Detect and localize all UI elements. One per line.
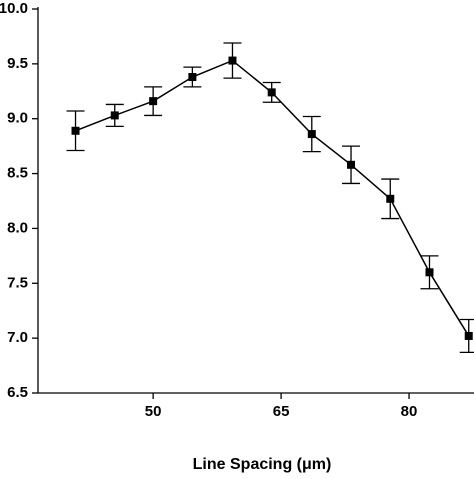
marker xyxy=(347,160,356,169)
x-tick-label: 65 xyxy=(273,403,290,420)
y-tick-label: 10.0 xyxy=(0,0,28,17)
marker xyxy=(464,331,473,340)
y-tick-label: 7.5 xyxy=(7,274,28,291)
y-tick-label: 9.5 xyxy=(7,55,28,72)
y-tick-label: 8.0 xyxy=(7,219,28,236)
marker xyxy=(149,97,158,106)
y-tick-label: 6.5 xyxy=(7,384,28,401)
x-tick-label: 50 xyxy=(145,403,162,420)
marker xyxy=(188,73,197,82)
y-tick-label: 7.0 xyxy=(7,329,28,346)
marker xyxy=(71,126,80,135)
marker xyxy=(110,111,119,120)
marker xyxy=(386,194,395,203)
x-tick-label: 80 xyxy=(401,403,418,420)
marker xyxy=(267,88,276,97)
marker xyxy=(307,130,316,139)
y-tick-label: 8.5 xyxy=(7,165,28,182)
marker xyxy=(228,56,237,65)
x-axis-label: Line Spacing (μm) xyxy=(193,456,332,473)
marker xyxy=(425,268,434,277)
y-tick-label: 9.0 xyxy=(7,110,28,127)
